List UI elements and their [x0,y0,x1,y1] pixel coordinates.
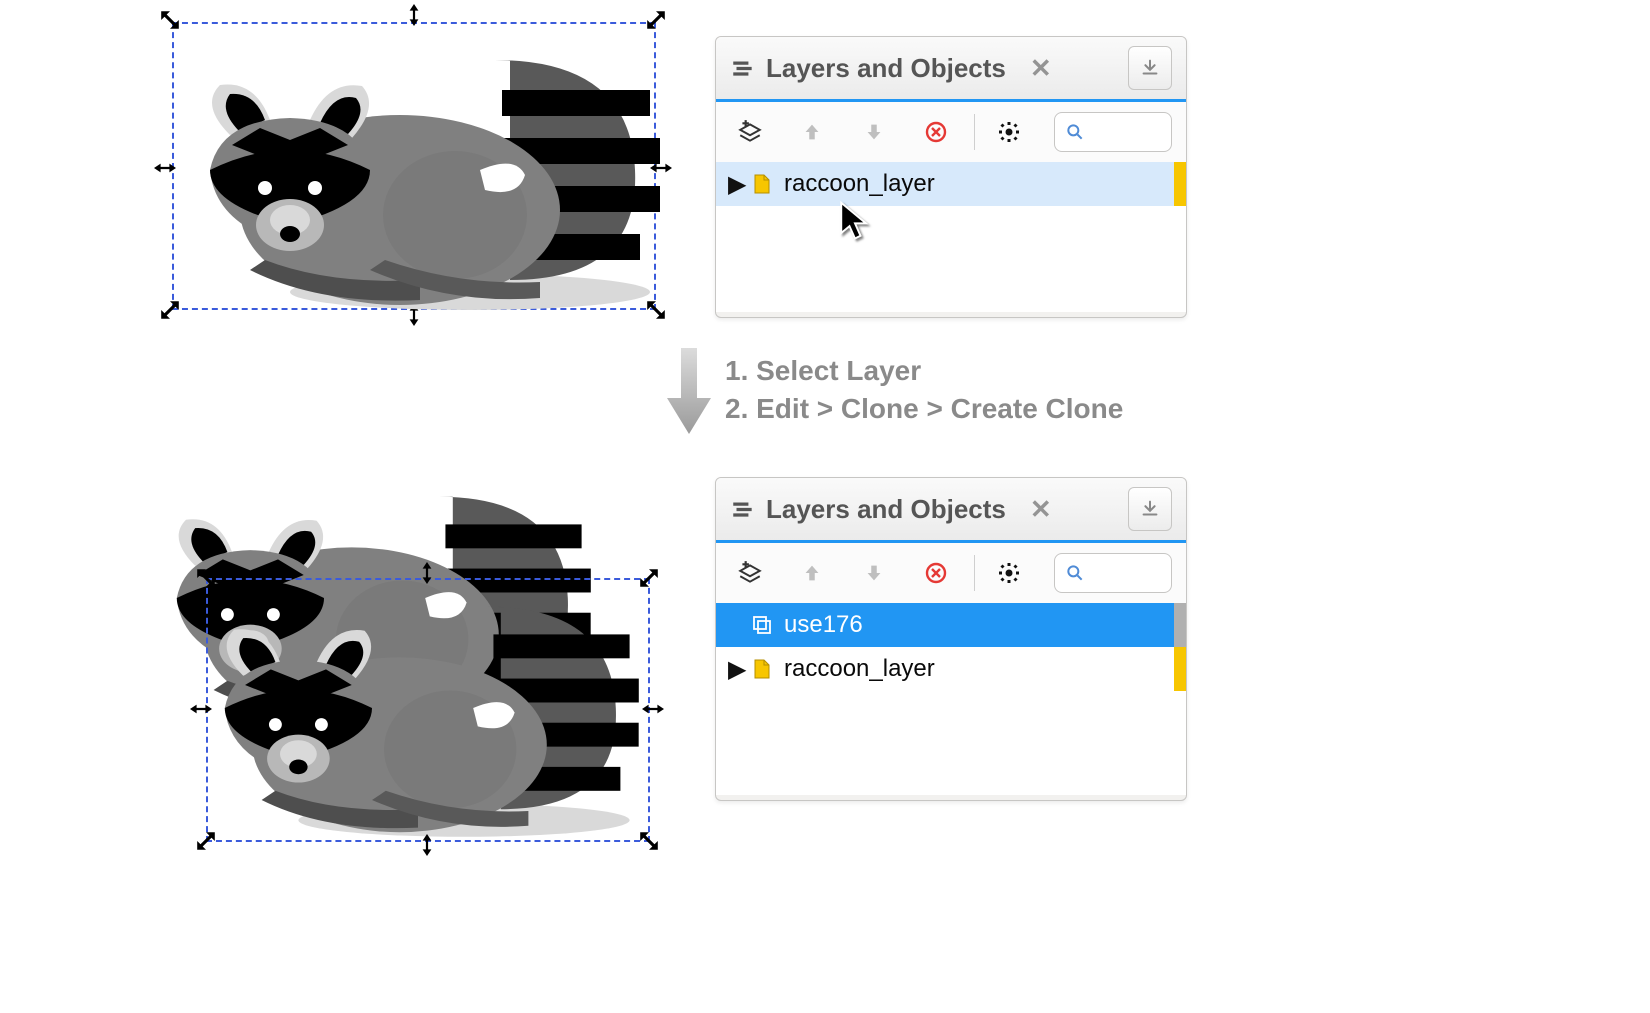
resize-handle-w[interactable] [190,698,212,720]
raccoon-artwork [170,20,660,325]
move-up-button[interactable] [792,112,832,152]
settings-button[interactable] [989,553,1029,593]
resize-handle-sw[interactable] [195,830,217,852]
resize-handle-n[interactable] [416,562,438,584]
flow-arrow-icon [665,348,713,439]
panel-toolbar [716,543,1186,603]
layer-row-raccoon[interactable]: ▶ raccoon_layer [716,647,1186,691]
layer-label: raccoon_layer [784,170,935,198]
toolbar-divider [974,555,975,591]
close-icon[interactable]: ✕ [1030,53,1052,84]
search-field[interactable] [1054,112,1172,152]
layer-color-marker [1174,647,1186,691]
toolbar-divider [974,114,975,150]
expand-triangle-icon[interactable]: ▶ [728,655,744,684]
panel-title-text: Layers and Objects [766,53,1006,84]
search-icon [1065,563,1085,583]
collapse-button[interactable] [1128,487,1172,531]
add-layer-button[interactable] [730,112,770,152]
panel-header: Layers and Objects ✕ [716,478,1186,543]
panel-toolbar [716,102,1186,162]
settings-button[interactable] [989,112,1029,152]
instruction-text: 1. Select Layer 2. Edit > Clone > Create… [725,345,1123,435]
panel-title-text: Layers and Objects [766,494,1006,525]
clone-icon [750,613,774,637]
move-down-button[interactable] [854,112,894,152]
resize-handle-s[interactable] [416,834,438,856]
collapse-icon [1139,57,1161,79]
layer-color-marker [1174,603,1186,647]
resize-handle-e[interactable] [642,698,664,720]
layer-file-icon [750,657,774,681]
close-icon[interactable]: ✕ [1030,494,1052,525]
cursor-icon [838,200,872,244]
layer-label: raccoon_layer [784,655,935,683]
collapse-button[interactable] [1128,46,1172,90]
layers-icon [730,496,756,522]
move-down-button[interactable] [854,553,894,593]
delete-button[interactable] [916,112,956,152]
search-icon [1065,122,1085,142]
search-field[interactable] [1054,553,1172,593]
canvas-after [140,450,700,870]
panel-title: Layers and Objects ✕ [730,494,1052,525]
layer-label: use176 [784,611,863,639]
delete-button[interactable] [916,553,956,593]
collapse-icon [1139,498,1161,520]
panel-body: ▶ use176 ▶ raccoon_layer [716,603,1186,795]
layers-icon [730,55,756,81]
canvas-before [170,20,660,320]
selection-bbox-clone [206,578,650,842]
add-layer-button[interactable] [730,553,770,593]
resize-handle-nw[interactable] [195,567,217,589]
resize-handle-ne[interactable] [638,567,660,589]
layer-color-marker [1174,162,1186,206]
layer-row-raccoon[interactable]: ▶ raccoon_layer [716,162,1186,206]
layers-panel-after: Layers and Objects ✕ ▶ use176 ▶ raccoon_… [715,477,1187,801]
instruction-line-2: 2. Edit > Clone > Create Clone [725,390,1123,428]
resize-handle-se[interactable] [638,830,660,852]
panel-title: Layers and Objects ✕ [730,53,1052,84]
layer-row-clone[interactable]: ▶ use176 [716,603,1186,647]
instruction-line-1: 1. Select Layer [725,352,1123,390]
expand-triangle-icon[interactable]: ▶ [728,170,744,199]
layers-panel-before: Layers and Objects ✕ ▶ raccoon_layer [715,36,1187,318]
panel-body: ▶ raccoon_layer [716,162,1186,312]
layer-file-icon [750,172,774,196]
move-up-button[interactable] [792,553,832,593]
panel-header: Layers and Objects ✕ [716,37,1186,102]
